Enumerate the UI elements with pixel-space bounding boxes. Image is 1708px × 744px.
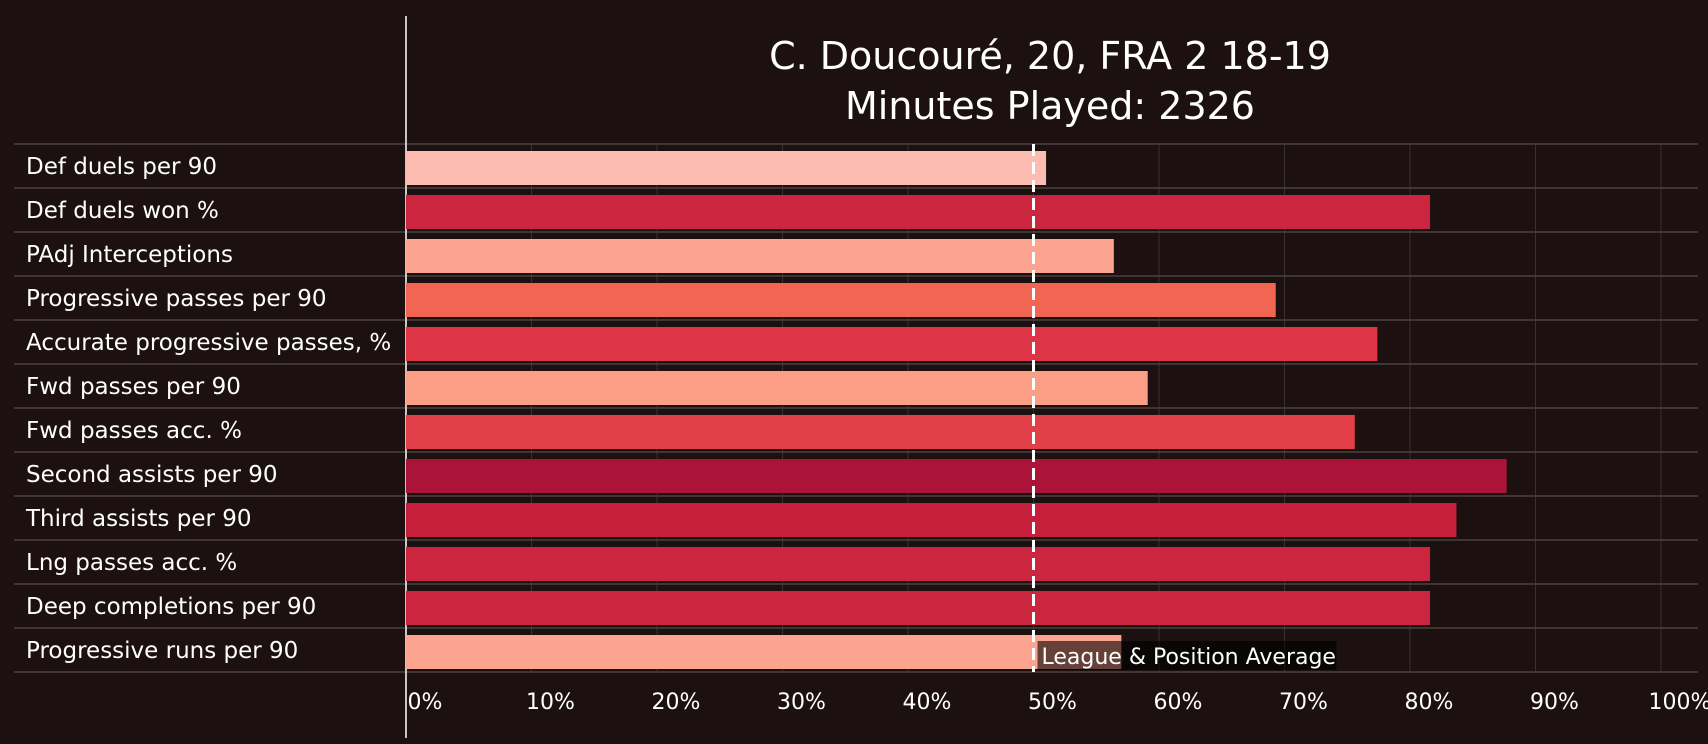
bar (406, 283, 1276, 317)
category-label: Progressive runs per 90 (26, 638, 298, 664)
bars-layer (406, 151, 1507, 669)
category-label: Def duels won % (26, 198, 219, 224)
x-tick-label: 20% (652, 690, 701, 715)
x-tick-label: 70% (1279, 690, 1328, 715)
average-label: League & Position Average (1042, 645, 1336, 670)
chart-subtitle: Minutes Played: 2326 (845, 84, 1255, 128)
bar (406, 239, 1114, 273)
category-label: Fwd passes per 90 (26, 374, 241, 400)
average-label-box (1037, 641, 1337, 670)
x-axis-ticks: 0% 10% 20% 30% 40% 50% 60% 70% 80% 90% 100% (408, 690, 1708, 715)
x-tick-label: 50% (1028, 690, 1077, 715)
category-label: Deep completions per 90 (26, 594, 316, 620)
reference-layer: League & Position Average (1032, 144, 1337, 672)
category-label: Second assists per 90 (26, 462, 277, 488)
bar (406, 151, 1047, 185)
bar (406, 371, 1148, 405)
x-tick-label: 40% (903, 690, 952, 715)
x-tick-label: 100% (1649, 690, 1708, 715)
x-tick-label: 90% (1530, 690, 1579, 715)
bar (406, 591, 1431, 625)
category-label: Lng passes acc. % (26, 550, 237, 576)
bar (406, 547, 1431, 581)
chart-title: C. Doucouré, 20, FRA 2 18-19 (769, 34, 1331, 78)
category-label: Def duels per 90 (26, 154, 217, 180)
category-label: PAdj Interceptions (26, 242, 233, 268)
bar (406, 327, 1378, 361)
category-label: Progressive passes per 90 (26, 286, 327, 312)
bar (406, 415, 1355, 449)
bar (406, 459, 1507, 493)
x-tick-label: 80% (1405, 690, 1454, 715)
category-label: Accurate progressive passes, % (26, 330, 391, 356)
category-label: Fwd passes acc. % (26, 418, 242, 444)
bar (406, 195, 1431, 229)
category-label: Third assists per 90 (25, 506, 252, 532)
category-labels: Def duels per 90 Def duels won % PAdj Inte… (25, 154, 391, 664)
x-tick-label: 60% (1154, 690, 1203, 715)
x-tick-label: 0% (408, 690, 443, 715)
x-tick-label: 10% (526, 690, 575, 715)
x-tick-label: 30% (777, 690, 826, 715)
bar (406, 635, 1122, 669)
grid-layer (14, 16, 1698, 738)
bar (406, 503, 1457, 537)
